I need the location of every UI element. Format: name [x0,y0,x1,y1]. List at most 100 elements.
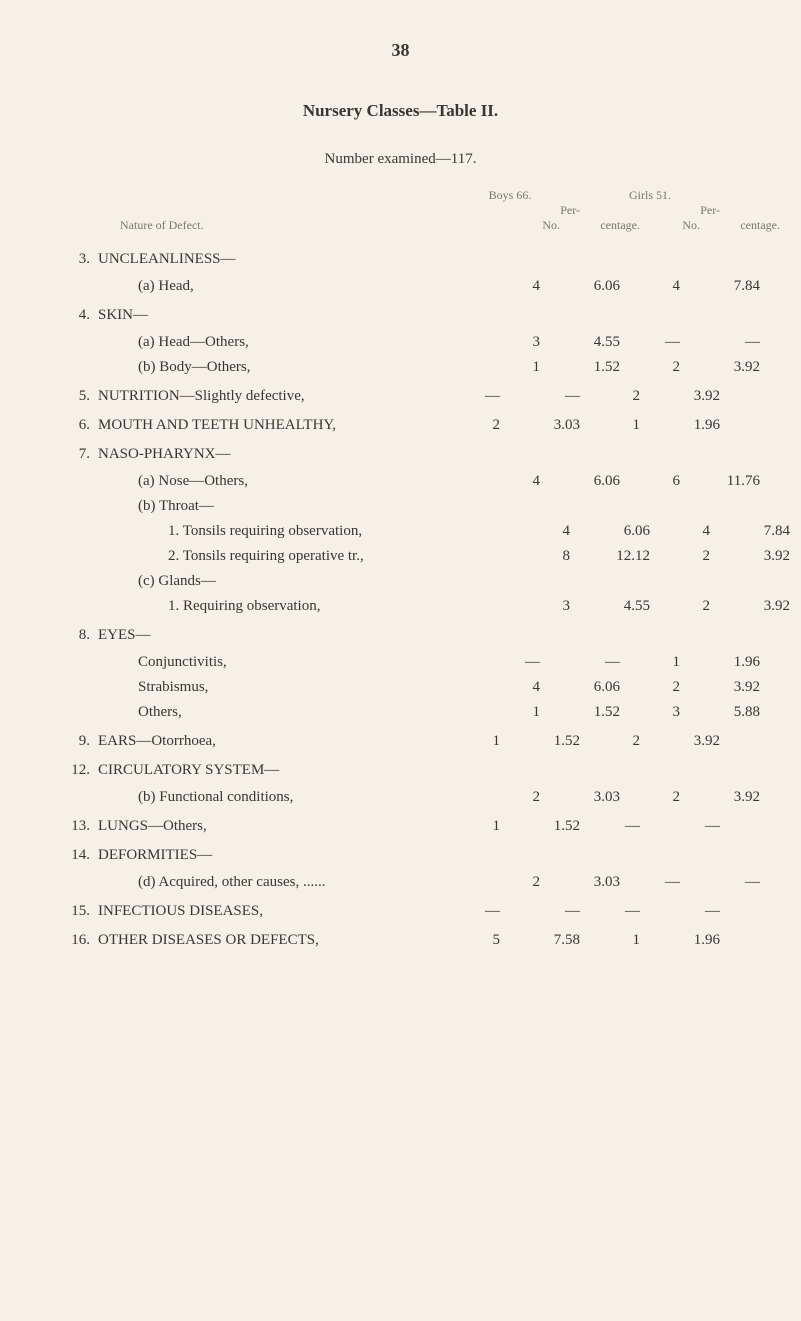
row-number: 13. [60,818,98,835]
table-row: (a) Head,46.0647.84 [60,278,741,295]
row-number: 15. [60,903,98,920]
row-label: (a) Head, [98,278,480,295]
row-label: (c) Glands— [98,573,480,590]
row-number: 5. [60,388,98,405]
boys-pct: — [500,388,580,405]
table-row: 8.EYES— [60,627,741,644]
girls-pct: 3.92 [710,598,790,615]
boys-pct: 1.52 [500,733,580,750]
boys-pct: 1.52 [540,704,620,721]
row-label: 1. Tonsils requiring observation, [98,523,510,540]
girls-no: 2 [620,679,680,696]
table-row: 14.DEFORMITIES— [60,847,741,864]
row-number: 7. [60,446,98,463]
row-label: Conjunctivitis, [98,654,480,671]
boys-no: 5 [440,932,500,949]
table-row: (b) Functional conditions,23.0323.92 [60,789,741,806]
boys-no: 2 [480,789,540,806]
table-subtitle: Number examined—117. [60,151,741,168]
row-label: NASO-PHARYNX— [98,446,440,463]
table-body: 3.UNCLEANLINESS—(a) Head,46.0647.844.SKI… [60,251,741,949]
boys-no: 4 [480,679,540,696]
table-row: (a) Nose—Others,46.06611.76 [60,473,741,490]
girls-pct: 5.88 [680,704,760,721]
table-row: 1. Requiring observation,34.5523.92 [60,598,741,615]
row-label: UNCLEANLINESS— [98,251,440,268]
centage-header-boys: centage. [560,218,640,233]
girls-no: 4 [650,523,710,540]
table-row: 16.OTHER DISEASES OR DEFECTS,57.5811.96 [60,932,741,949]
girls-pct: 3.92 [710,548,790,565]
boys-pct: 1.52 [540,359,620,376]
table-row: 9.EARS—Otorrhoea,11.5223.92 [60,733,741,750]
boys-no: 4 [480,473,540,490]
girls-no: 1 [580,417,640,434]
row-label: MOUTH AND TEETH UNHEALTHY, [98,417,440,434]
boys-no: 4 [510,523,570,540]
table-row: 12.CIRCULATORY SYSTEM— [60,762,741,779]
row-label: 2. Tonsils requiring operative tr., [98,548,510,565]
girls-pct: 3.92 [680,789,760,806]
boys-pct: 12.12 [570,548,650,565]
row-number: 9. [60,733,98,750]
girls-pct: 11.76 [680,473,760,490]
row-number: 8. [60,627,98,644]
boys-no: 1 [440,733,500,750]
table-row: 1. Tonsils requiring observation,46.0647… [60,523,741,540]
boys-pct: 3.03 [540,874,620,891]
table-row: Strabismus,46.0623.92 [60,679,741,696]
row-label: (d) Acquired, other causes, ...... [98,874,480,891]
row-label: EYES— [98,627,440,644]
boys-no: — [440,388,500,405]
girls-header: Girls 51. [580,188,720,203]
row-number: 14. [60,847,98,864]
boys-no: 2 [480,874,540,891]
boys-no: 1 [440,818,500,835]
girls-pct: — [680,874,760,891]
girls-no: — [580,818,640,835]
no-header-boys: No. [500,218,560,233]
per-label-boys: Per- [500,203,580,218]
row-label: (a) Nose—Others, [98,473,480,490]
row-label: SKIN— [98,307,440,324]
boys-pct: 6.06 [540,278,620,295]
row-label: Others, [98,704,480,721]
girls-pct: 3.92 [680,359,760,376]
boys-pct: 3.03 [540,789,620,806]
girls-no: 2 [650,598,710,615]
table-row: 5.NUTRITION—Slightly defective,——23.92 [60,388,741,405]
row-label: NUTRITION—Slightly defective, [98,388,440,405]
boys-pct: — [540,654,620,671]
row-number: 4. [60,307,98,324]
boys-no: — [480,654,540,671]
row-label: LUNGS—Others, [98,818,440,835]
table-row: (a) Head—Others,34.55—— [60,334,741,351]
centage-header-girls: centage. [700,218,780,233]
boys-pct: 6.06 [540,473,620,490]
girls-pct: 3.92 [640,388,720,405]
girls-pct: — [640,818,720,835]
row-label: (a) Head—Others, [98,334,480,351]
boys-no: 1 [480,704,540,721]
boys-no: 3 [510,598,570,615]
girls-pct: 1.96 [680,654,760,671]
table-row: 13.LUNGS—Others,11.52—— [60,818,741,835]
row-label: 1. Requiring observation, [98,598,510,615]
boys-pct: 4.55 [540,334,620,351]
row-label: (b) Throat— [98,498,480,515]
page-number: 38 [60,40,741,61]
boys-pct: 4.55 [570,598,650,615]
row-number: 12. [60,762,98,779]
row-label: CIRCULATORY SYSTEM— [98,762,440,779]
boys-pct: 3.03 [500,417,580,434]
table-row: 4.SKIN— [60,307,741,324]
row-label: EARS—Otorrhoea, [98,733,440,750]
girls-no: — [620,874,680,891]
row-label: Strabismus, [98,679,480,696]
table-row: 7.NASO-PHARYNX— [60,446,741,463]
row-label: DEFORMITIES— [98,847,440,864]
boys-pct: — [500,903,580,920]
girls-no: — [620,334,680,351]
row-label: (b) Body—Others, [98,359,480,376]
boys-pct: 1.52 [500,818,580,835]
